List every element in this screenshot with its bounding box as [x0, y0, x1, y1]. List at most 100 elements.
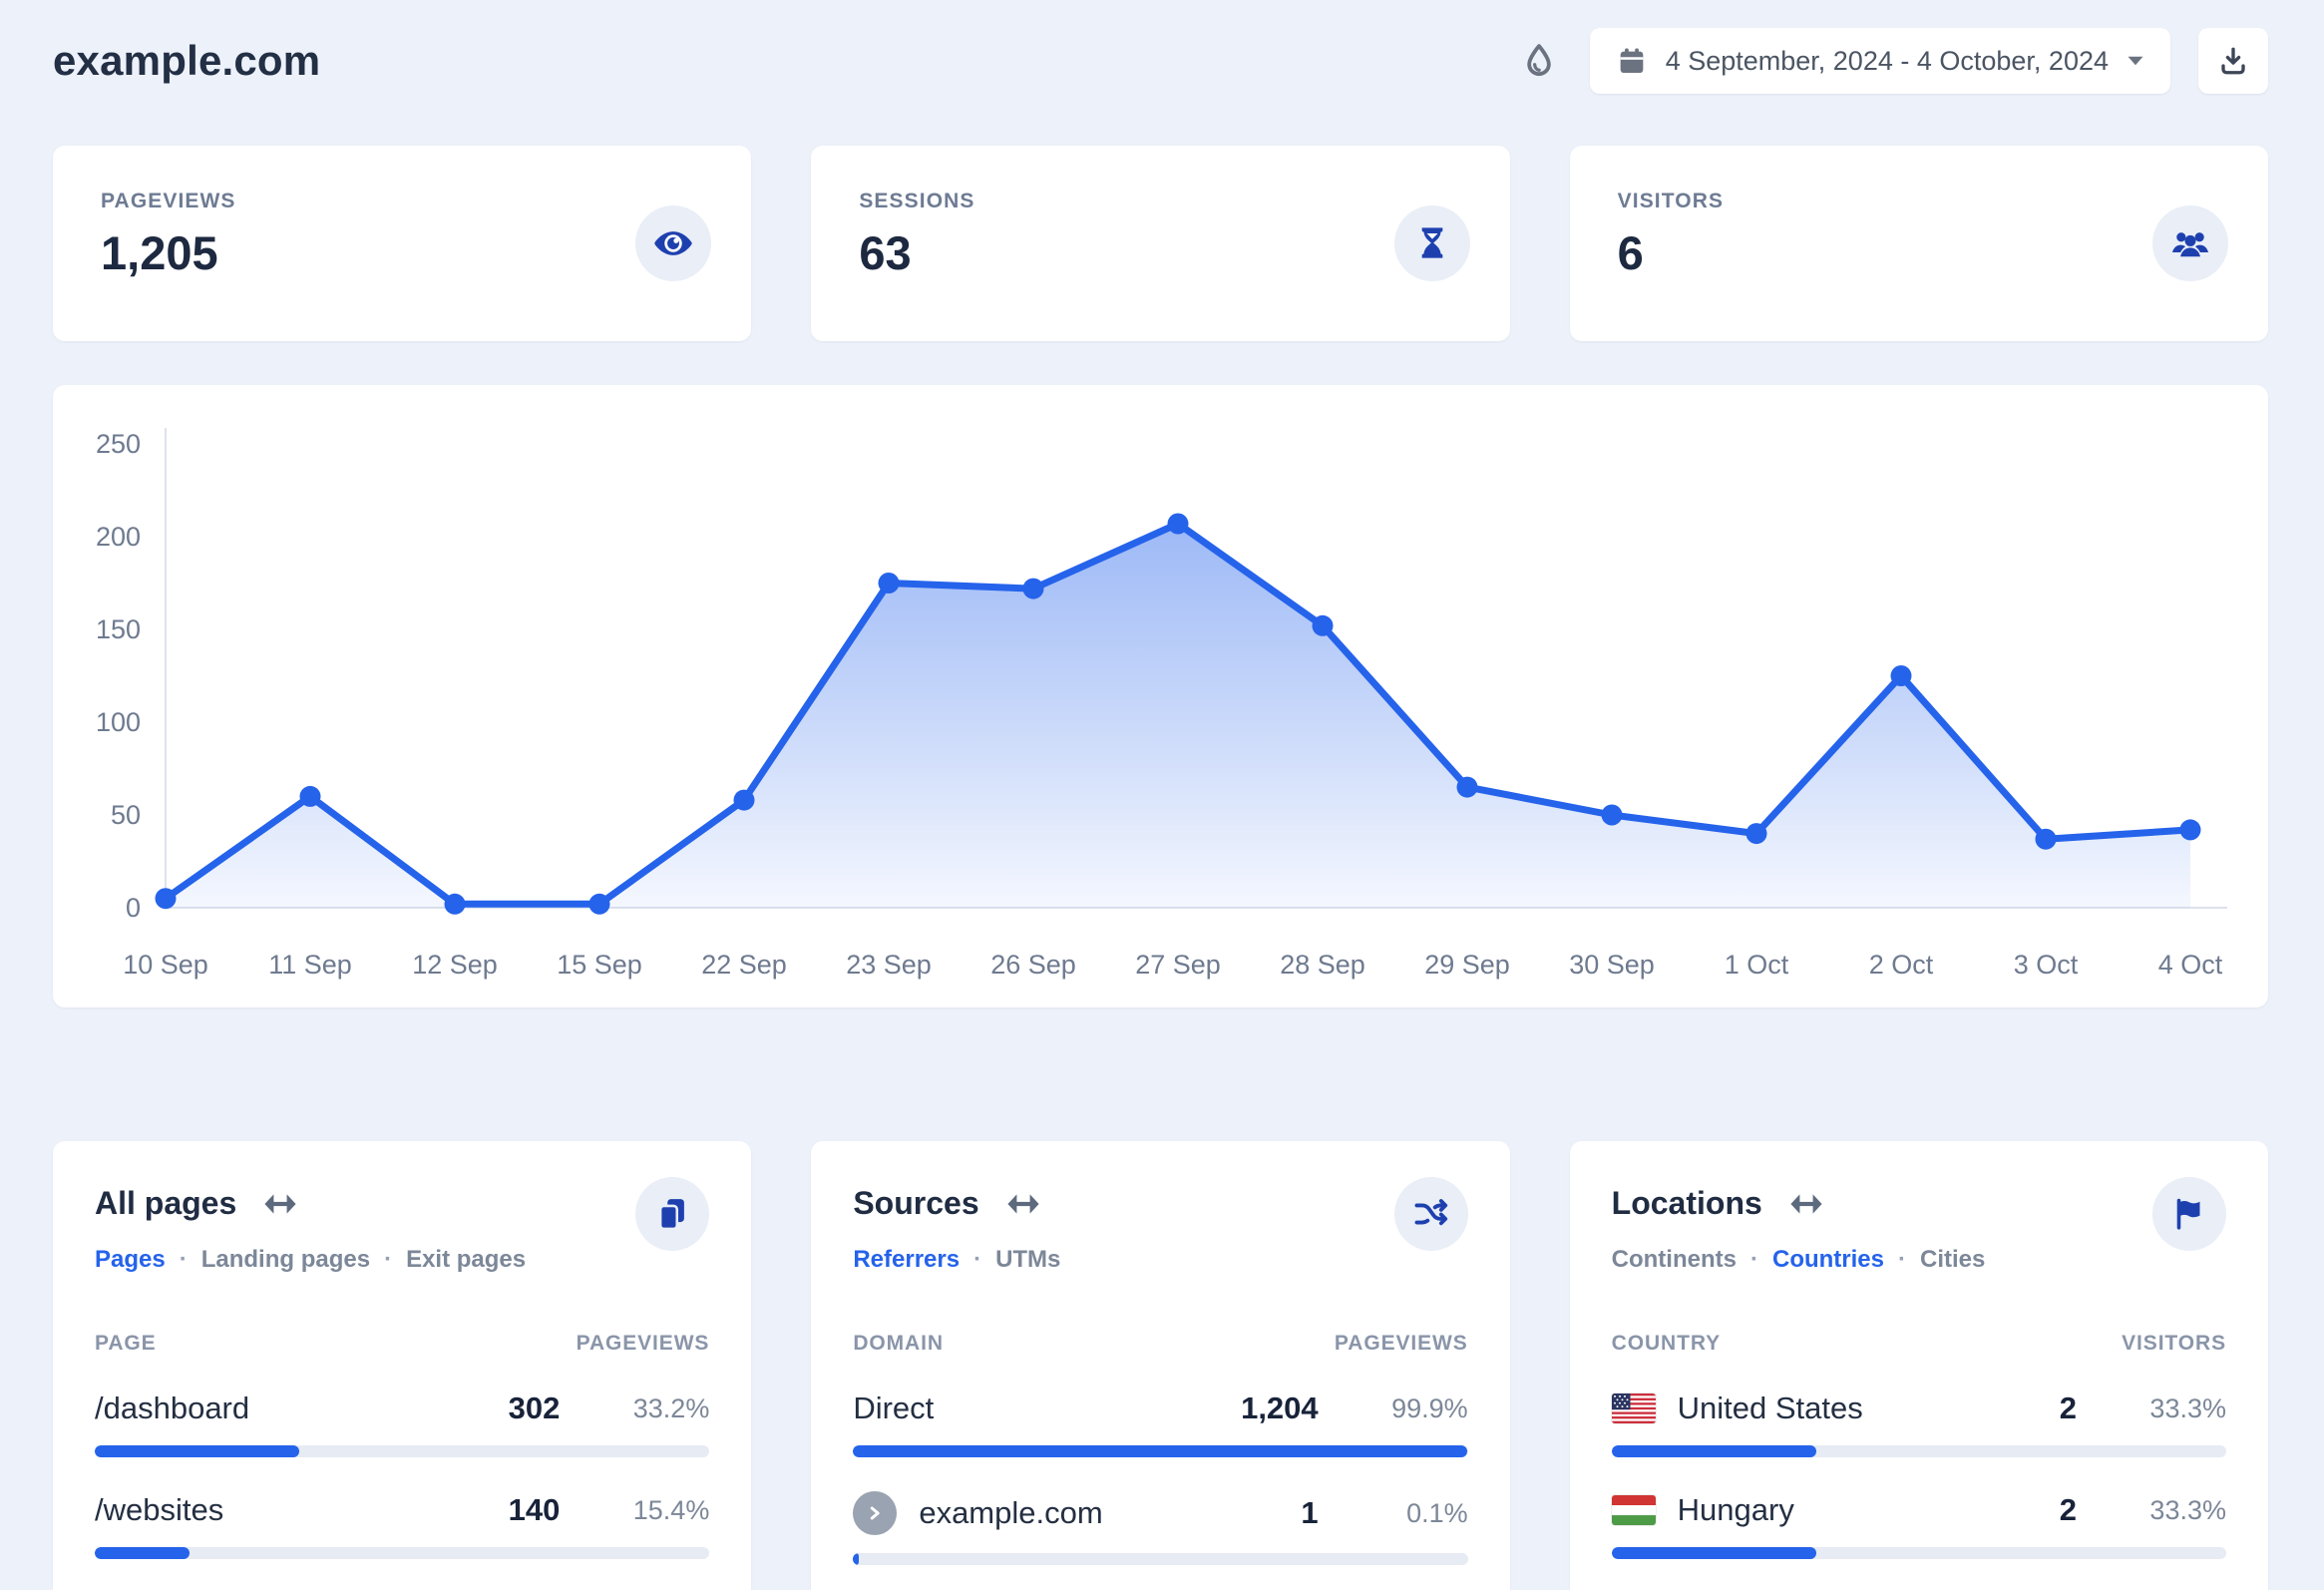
- tab-countries[interactable]: Countries: [1772, 1246, 1920, 1274]
- country-value: 2: [2059, 1492, 2077, 1527]
- visitors-value: 6: [1617, 226, 1644, 279]
- x-axis-label: 10 Sep: [123, 950, 208, 980]
- tab-referrers[interactable]: Referrers: [853, 1246, 995, 1274]
- swap-arrows-icon[interactable]: [1005, 1192, 1041, 1216]
- panels-row: All pages Pages Landing pages Exit pages…: [53, 1141, 2268, 1590]
- page-percent: 33.2%: [632, 1392, 710, 1423]
- traffic-chart-card: 0 50 100 150 200 250 10 Sep 11 Sep 12 Sep 15 Sep 2…: [53, 385, 2268, 1007]
- country-name[interactable]: United States: [1611, 1390, 1863, 1427]
- chevron-down-icon: [2128, 56, 2143, 66]
- sources-tabs: Referrers UTMs: [853, 1246, 1467, 1274]
- pages-tabs: Pages Landing pages Exit pages: [95, 1246, 709, 1274]
- progress-bar: [853, 1445, 1468, 1457]
- chart-point: [444, 893, 466, 915]
- source-link[interactable]: example.com: [919, 1495, 1103, 1530]
- locations-table-header: COUNTRY VISITORS: [1612, 1332, 2226, 1356]
- page-title: example.com: [53, 37, 321, 84]
- pages-col-left: PAGE: [95, 1332, 157, 1355]
- page-value: 140: [508, 1492, 561, 1527]
- droplet-icon: [1526, 44, 1551, 77]
- people-icon: [2151, 205, 2228, 281]
- y-axis-tick: 250: [96, 429, 141, 459]
- x-axis-label: 4 Oct: [2158, 950, 2223, 980]
- country-link[interactable]: Hungary: [1677, 1492, 1794, 1527]
- country-link[interactable]: United States: [1677, 1391, 1863, 1425]
- traffic-area-chart[interactable]: 0 50 100 150 200 250 10 Sep 11 Sep 12 Sep 15 Sep 2…: [53, 385, 2268, 1007]
- droplet-button[interactable]: [1516, 38, 1562, 84]
- x-axis-label: 29 Sep: [1424, 950, 1510, 980]
- progress-bar: [95, 1547, 710, 1559]
- locations-panel-title: Locations: [1611, 1185, 1762, 1221]
- tab-pages[interactable]: Pages: [95, 1246, 201, 1274]
- tab-utms[interactable]: UTMs: [995, 1246, 1061, 1273]
- source-value: 1,204: [1241, 1391, 1319, 1425]
- sources-panel: Sources Referrers UTMs DOMAIN PAGEVI: [811, 1141, 1510, 1590]
- x-axis-label: 30 Sep: [1569, 950, 1655, 980]
- table-row: example.com 1 0.1%: [853, 1491, 1468, 1565]
- date-range-label: 4 September, 2024 - 4 October, 2024: [1665, 45, 2109, 76]
- tab-landing-pages[interactable]: Landing pages: [201, 1246, 406, 1274]
- stats-row: PAGEVIEWS 1,205 SESSIONS 63 VISITORS 6: [53, 146, 2268, 341]
- sources-panel-title: Sources: [853, 1185, 979, 1221]
- source-name[interactable]: Direct: [853, 1391, 935, 1425]
- table-row: /dashboard 302 33.2%: [95, 1390, 710, 1457]
- date-range-picker[interactable]: 4 September, 2024 - 4 October, 2024: [1589, 28, 2170, 94]
- sessions-value: 63: [859, 226, 912, 279]
- page-percent: 15.4%: [632, 1494, 710, 1525]
- page-value: 302: [508, 1391, 561, 1425]
- pages-panel: All pages Pages Landing pages Exit pages…: [53, 1141, 752, 1590]
- progress-bar: [1611, 1547, 2226, 1559]
- expand-chevron-icon[interactable]: [853, 1491, 898, 1535]
- source-value: 1: [1301, 1495, 1319, 1530]
- x-axis-label: 3 Oct: [2014, 950, 2079, 980]
- country-percent: 33.3%: [2149, 1494, 2226, 1525]
- source-percent: 0.1%: [1406, 1497, 1468, 1528]
- us-flag-icon: [1611, 1393, 1656, 1423]
- y-axis-tick: 50: [111, 800, 141, 830]
- country-value: 2: [2059, 1391, 2077, 1425]
- chart-point: [155, 888, 177, 910]
- x-axis-label: 1 Oct: [1725, 950, 1789, 980]
- page-name[interactable]: /dashboard: [95, 1391, 250, 1425]
- hungary-flag-icon: [1611, 1495, 1656, 1525]
- locations-panel: Locations Continents Countries Cities CO…: [1569, 1141, 2268, 1590]
- x-axis-label: 26 Sep: [990, 950, 1076, 980]
- country-name[interactable]: Hungary: [1611, 1491, 1794, 1529]
- sources-panel-button[interactable]: [1393, 1177, 1468, 1251]
- swap-arrows-icon[interactable]: [1788, 1192, 1824, 1216]
- x-axis-label: 23 Sep: [846, 950, 932, 980]
- tab-exit-pages[interactable]: Exit pages: [406, 1246, 527, 1273]
- locations-panel-button[interactable]: [2151, 1177, 2226, 1251]
- chart-point: [878, 573, 900, 594]
- swap-arrows-icon[interactable]: [262, 1192, 298, 1216]
- eye-icon: [635, 205, 712, 281]
- download-button[interactable]: [2198, 28, 2268, 94]
- pages-col-right: PAGEVIEWS: [576, 1332, 710, 1355]
- visitors-label: VISITORS: [1617, 190, 1725, 212]
- table-row: /websites 140 15.4%: [95, 1491, 710, 1559]
- progress-bar: [95, 1445, 710, 1457]
- x-axis-label: 27 Sep: [1135, 950, 1221, 980]
- chart-point: [733, 789, 755, 811]
- tab-cities[interactable]: Cities: [1920, 1246, 1986, 1273]
- source-percent: 99.9%: [1391, 1392, 1468, 1423]
- x-axis-label: 15 Sep: [557, 950, 642, 980]
- source-name[interactable]: example.com: [853, 1491, 1103, 1535]
- pageviews-card: PAGEVIEWS 1,205: [53, 146, 752, 341]
- hourglass-icon: [1393, 205, 1470, 281]
- x-axis-label: 28 Sep: [1280, 950, 1365, 980]
- pages-panel-button[interactable]: [635, 1177, 710, 1251]
- x-axis-label: 22 Sep: [701, 950, 787, 980]
- pages-copy-icon: [659, 1199, 685, 1231]
- chart-point: [1601, 804, 1623, 826]
- sessions-card: SESSIONS 63: [811, 146, 1510, 341]
- sources-table-header: DOMAIN PAGEVIEWS: [853, 1332, 1467, 1356]
- chart-point: [1456, 776, 1478, 798]
- page-name[interactable]: /websites: [95, 1492, 224, 1527]
- progress-bar: [1611, 1445, 2226, 1457]
- y-axis-tick: 100: [96, 707, 141, 737]
- pages-table-header: PAGE PAGEVIEWS: [95, 1332, 709, 1356]
- tab-continents[interactable]: Continents: [1612, 1246, 1772, 1274]
- pageviews-label: PAGEVIEWS: [101, 190, 236, 212]
- y-axis-tick: 200: [96, 522, 141, 552]
